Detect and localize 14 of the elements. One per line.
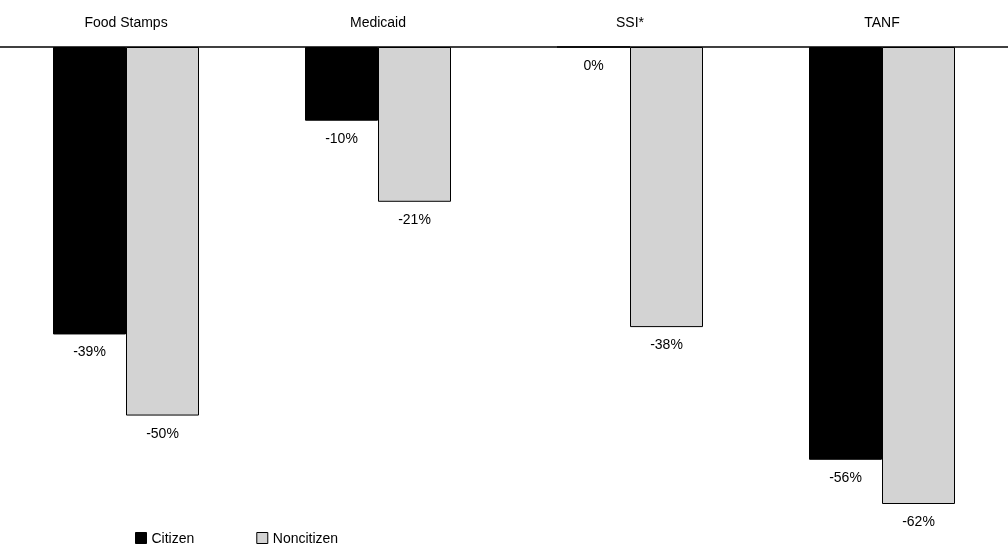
data-label: -21% [398, 210, 431, 227]
x-tick-label: Medicaid [349, 14, 407, 30]
data-label: -56% [829, 468, 862, 485]
x-tick-label: SSI* [615, 14, 645, 30]
data-label: 0% [583, 56, 604, 73]
data-label: -10% [325, 129, 358, 146]
data-label: -38% [650, 336, 683, 353]
x-tick-label: TANF [864, 14, 900, 30]
legend-label: Citizen [151, 530, 195, 546]
x-tick-label: Food Stamps [84, 14, 168, 30]
data-label: -39% [73, 343, 106, 360]
data-label: -62% [902, 513, 935, 529]
legend-label: Noncitizen [272, 530, 339, 546]
data-label: -50% [146, 424, 179, 441]
